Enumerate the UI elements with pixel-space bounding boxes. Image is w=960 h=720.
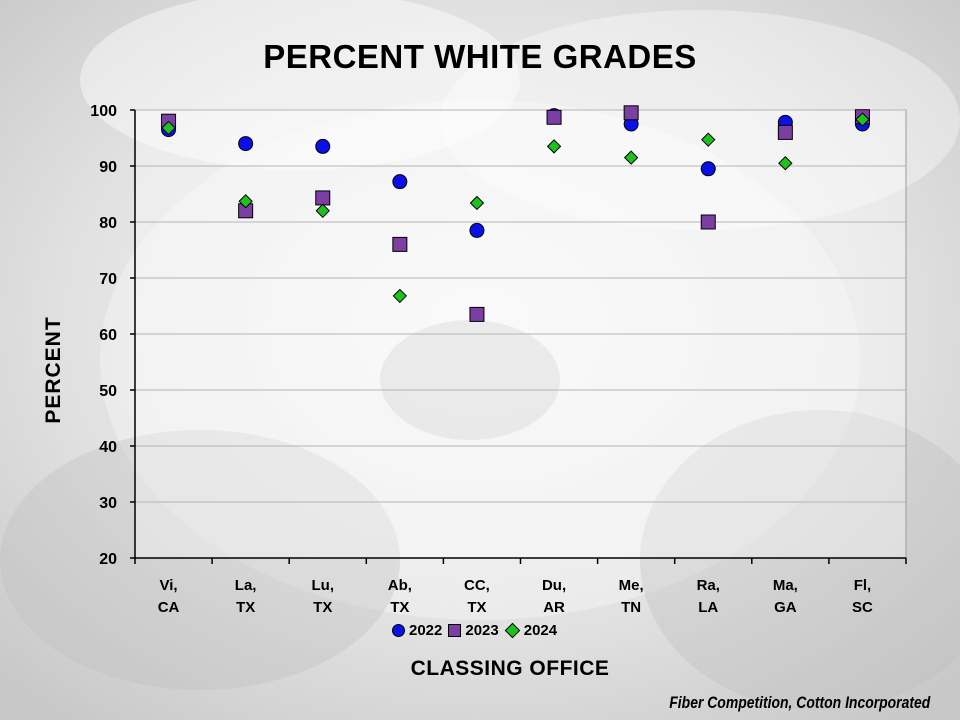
legend-item-2023: 2023: [448, 622, 499, 639]
x-tick-label-line2: TX: [236, 599, 255, 616]
point-2023: [392, 236, 408, 252]
point-2023: [315, 190, 331, 206]
legend-square-marker: [448, 624, 462, 637]
point-2022: [392, 174, 408, 190]
point-2024: [392, 288, 408, 304]
point-2022: [238, 136, 254, 152]
y-tick-label: 40: [99, 439, 117, 456]
x-tick-label-line2: TN: [621, 599, 641, 616]
legend-label-2022: 2022: [409, 622, 443, 639]
plot-area: 20 30 40 50 60 70 80 90 100 Vi, CA La, TX Lu, TX Ab, TX C…: [90, 103, 907, 616]
source-credit: Fiber Competition, Cotton Incorporated: [669, 693, 930, 712]
x-tick-label-line1: Lu,: [312, 577, 335, 594]
legend: 2022 2023 2024: [392, 622, 563, 639]
x-tick-label-line1: Ab,: [388, 577, 412, 594]
point-2024: [315, 203, 330, 219]
point-2024: [778, 155, 793, 171]
x-tick-label-line2: TX: [467, 599, 486, 616]
chart-title: PERCENT WHITE GRADES: [263, 38, 697, 75]
x-tick-label-line2: TX: [313, 599, 332, 616]
y-tick-label: 30: [99, 495, 117, 512]
point-2024: [238, 194, 253, 209]
x-tick-label-line2: GA: [774, 599, 797, 616]
legend-label-2023: 2023: [465, 622, 499, 639]
point-2024: [546, 139, 562, 154]
point-2022: [700, 161, 716, 177]
x-tick-label-line1: La,: [235, 577, 257, 594]
x-tick-label-line2: AR: [543, 599, 565, 616]
point-2023: [700, 214, 716, 230]
point-2024: [623, 150, 639, 165]
point-2023: [777, 124, 793, 140]
point-2023: [546, 109, 562, 125]
y-axis-label: PERCENT: [42, 316, 65, 424]
legend-item-2024: 2024: [504, 622, 558, 639]
x-tick-label-line1: Vi,: [160, 577, 178, 594]
y-tick-label: 90: [99, 159, 117, 176]
legend-circle-marker: [392, 624, 405, 637]
point-2024: [701, 132, 716, 147]
point-2024: [469, 195, 485, 211]
legend-label-2024: 2024: [523, 622, 558, 639]
x-tick-label-line1: Fl,: [854, 577, 872, 594]
point-2024: [161, 120, 176, 136]
x-axis-label: CLASSING OFFICE: [410, 657, 610, 680]
point-2023: [469, 306, 485, 322]
y-tick-label: 60: [99, 327, 117, 344]
x-tick-label-line2: SC: [852, 599, 873, 616]
x-tick-label-line1: Ra,: [697, 577, 720, 594]
x-tick-label-line2: LA: [698, 599, 718, 616]
x-tick-label-line1: Ma,: [773, 577, 798, 594]
y-tick-label: 20: [99, 551, 117, 568]
legend-item-2022: 2022: [392, 622, 442, 639]
x-tick-label-line2: TX: [390, 599, 409, 616]
point-2022: [315, 138, 331, 154]
legend-diamond-marker: [504, 622, 521, 639]
point-2024: [855, 112, 870, 127]
point-2022: [469, 222, 485, 238]
x-tick-label-line1: CC,: [464, 577, 490, 594]
point-2023: [623, 105, 639, 121]
y-tick-label: 80: [99, 215, 117, 232]
y-tick-label: 100: [90, 103, 117, 120]
x-tick-label-line1: Me,: [619, 577, 644, 594]
x-tick-label-line2: CA: [158, 599, 180, 616]
y-tick-label: 70: [99, 271, 117, 288]
x-tick-label-line1: Du,: [542, 577, 566, 594]
y-tick-label: 50: [99, 383, 117, 400]
